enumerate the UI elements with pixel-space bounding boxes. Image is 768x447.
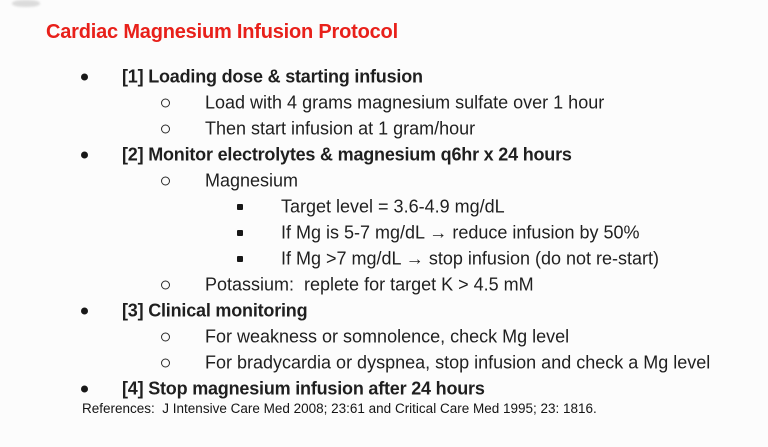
list-item: Target level = 3.6-4.9 mg/dL bbox=[0, 194, 768, 220]
disc-bullet-icon bbox=[81, 385, 88, 393]
list-item-text: Potassium: replete for target K > 4.5 mM bbox=[205, 274, 534, 295]
list-item: For bradycardia or dyspnea, stop infusio… bbox=[0, 350, 768, 376]
list-item-text: If Mg is 5-7 mg/dL → reduce infusion by … bbox=[281, 222, 640, 243]
list-item-text: [4] Stop magnesium infusion after 24 hou… bbox=[122, 378, 485, 399]
list-item-text: [2] Monitor electrolytes & magnesium q6h… bbox=[122, 144, 572, 165]
list-item: If Mg >7 mg/dL → stop infusion (do not r… bbox=[0, 246, 768, 272]
disc-bullet-icon bbox=[81, 73, 88, 81]
list-item-text: For bradycardia or dyspnea, stop infusio… bbox=[205, 352, 711, 373]
square-bullet-icon bbox=[237, 204, 243, 210]
circle-bullet-icon bbox=[161, 280, 170, 290]
disc-bullet-icon bbox=[81, 307, 88, 315]
list-item-text: [1] Loading dose & starting infusion bbox=[122, 66, 423, 87]
square-bullet-icon bbox=[237, 256, 243, 262]
list-item: [4] Stop magnesium infusion after 24 hou… bbox=[0, 376, 768, 402]
list-item: For weakness or somnolence, check Mg lev… bbox=[0, 324, 768, 350]
circle-bullet-icon bbox=[161, 176, 170, 186]
list-item-text: Target level = 3.6-4.9 mg/dL bbox=[281, 196, 505, 217]
list-item: Potassium: replete for target K > 4.5 mM bbox=[0, 272, 768, 298]
list-item-text: [3] Clinical monitoring bbox=[122, 300, 308, 321]
circle-bullet-icon bbox=[161, 358, 170, 368]
references-text: References: J Intensive Care Med 2008; 2… bbox=[82, 401, 597, 416]
list-item: Load with 4 grams magnesium sulfate over… bbox=[0, 90, 768, 116]
protocol-list: [1] Loading dose & starting infusion Loa… bbox=[0, 64, 768, 402]
list-item: Then start infusion at 1 gram/hour bbox=[0, 116, 768, 142]
list-item: Magnesium bbox=[0, 168, 768, 194]
list-item: [1] Loading dose & starting infusion bbox=[0, 64, 768, 90]
square-bullet-icon bbox=[237, 230, 243, 236]
list-item-text: Load with 4 grams magnesium sulfate over… bbox=[205, 92, 605, 113]
disc-bullet-icon bbox=[81, 151, 88, 159]
circle-bullet-icon bbox=[161, 332, 170, 342]
circle-bullet-icon bbox=[161, 98, 170, 108]
list-item-text: Magnesium bbox=[205, 170, 299, 191]
page-title: Cardiac Magnesium Infusion Protocol bbox=[46, 21, 398, 43]
list-item: [3] Clinical monitoring bbox=[0, 298, 768, 324]
list-item-text: Then start infusion at 1 gram/hour bbox=[205, 118, 476, 139]
list-item-text: For weakness or somnolence, check Mg lev… bbox=[205, 326, 570, 347]
video-artifact-smudge bbox=[12, 0, 40, 7]
circle-bullet-icon bbox=[161, 124, 170, 134]
list-item-text: If Mg >7 mg/dL → stop infusion (do not r… bbox=[281, 248, 659, 269]
list-item: [2] Monitor electrolytes & magnesium q6h… bbox=[0, 142, 768, 168]
list-item: If Mg is 5-7 mg/dL → reduce infusion by … bbox=[0, 220, 768, 246]
